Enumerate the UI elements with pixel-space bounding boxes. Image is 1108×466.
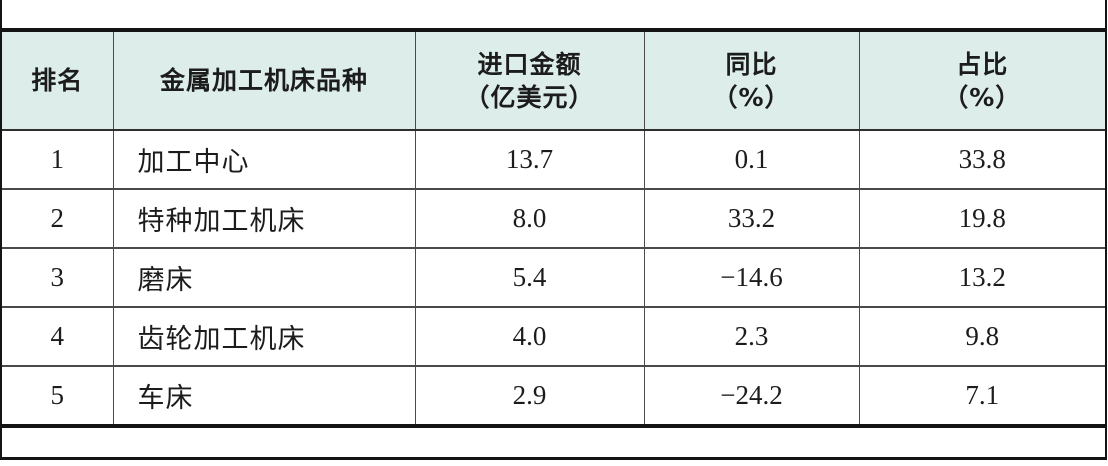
col-header-share: 占比 （%） [858,30,1105,131]
cell-amount: 2.9 [414,366,645,426]
cell-amount: 13.7 [414,130,645,190]
table-row: 3 磨床 5.4 −14.6 13.2 [2,248,1105,308]
col-header-rank: 排名 [2,30,114,131]
col-header-yoy-unit: （%） [712,82,791,112]
table-header: 排名 金属加工机床品种 进口金额 （亿美元） 同比 （%） 占比 （%） [2,30,1105,131]
cell-variety: 特种加工机床 [112,189,416,249]
cell-share: 19.8 [858,189,1105,249]
table-body: 1 加工中心 13.7 0.1 33.8 2 特种加工机床 8.0 33.2 1… [2,130,1105,426]
header-row: 排名 金属加工机床品种 进口金额 （亿美元） 同比 （%） 占比 （%） [2,30,1105,131]
cell-amount: 5.4 [414,248,645,308]
cell-yoy: −24.2 [643,366,860,426]
cell-yoy: 33.2 [643,189,860,249]
col-header-share-label: 占比 [956,49,1009,79]
cell-rank: 3 [2,248,114,308]
col-header-share-unit: （%） [943,82,1022,112]
table-row: 2 特种加工机床 8.0 33.2 19.8 [2,189,1105,249]
cell-variety: 加工中心 [112,130,416,190]
cell-variety: 齿轮加工机床 [112,307,416,367]
col-header-amount-label: 进口金额 [477,49,582,79]
col-header-yoy-label: 同比 [725,49,778,79]
cell-share: 13.2 [858,248,1105,308]
cell-variety: 车床 [112,366,416,426]
table-row: 1 加工中心 13.7 0.1 33.8 [2,130,1105,190]
machine-tool-import-table: 排名 金属加工机床品种 进口金额 （亿美元） 同比 （%） 占比 （%） [2,28,1105,428]
cell-amount: 8.0 [414,189,645,249]
cell-rank: 5 [2,366,114,426]
cell-share: 33.8 [858,130,1105,190]
cell-yoy: 0.1 [643,130,860,190]
cell-share: 9.8 [858,307,1105,367]
cell-rank: 4 [2,307,114,367]
col-header-amount: 进口金额 （亿美元） [414,30,645,131]
col-header-amount-unit: （亿美元） [464,82,595,112]
table-row: 5 车床 2.9 −24.2 7.1 [2,366,1105,426]
cell-rank: 2 [2,189,114,249]
cell-variety: 磨床 [112,248,416,308]
cell-yoy: 2.3 [643,307,860,367]
col-header-variety-label: 金属加工机床品种 [159,66,368,95]
col-header-rank-label: 排名 [31,66,84,95]
table-row: 4 齿轮加工机床 4.0 2.3 9.8 [2,307,1105,367]
cell-amount: 4.0 [414,307,645,367]
cell-yoy: −14.6 [643,248,860,308]
col-header-yoy: 同比 （%） [643,30,860,131]
cell-share: 7.1 [858,366,1105,426]
cell-rank: 1 [2,130,114,190]
col-header-variety: 金属加工机床品种 [112,30,416,131]
